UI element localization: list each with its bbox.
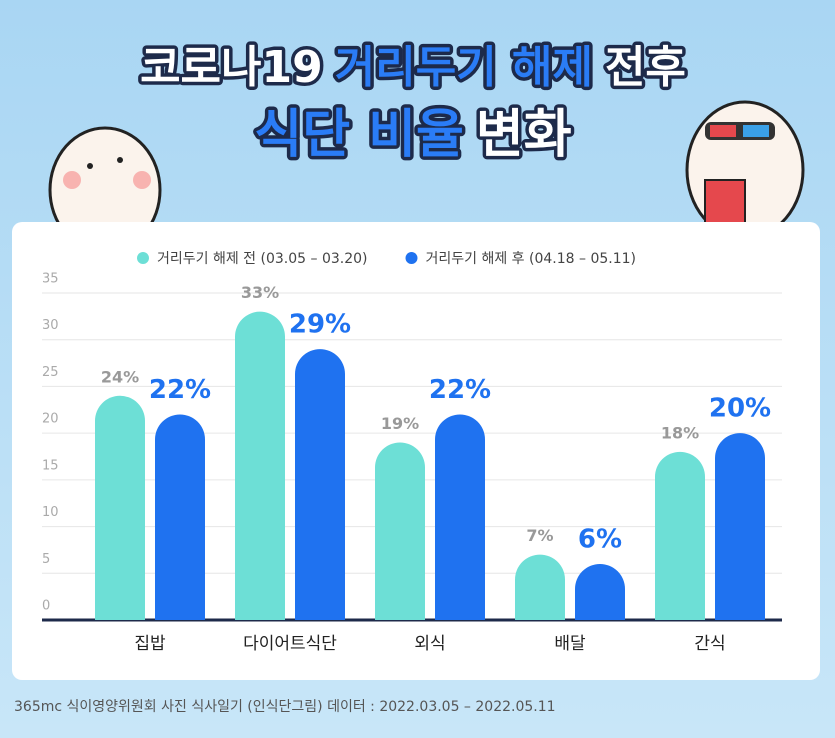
value-label: 22% [149,375,211,405]
character-left [48,126,162,254]
bar [155,414,205,620]
legend-marker [137,252,149,264]
value-label: 6% [578,524,622,554]
legend-label: 거리두기 해제 전 (03.05 – 03.20) [157,251,368,267]
title-segment: 전후 [605,42,686,93]
x-tick-label: 간식 [694,634,725,654]
legend-label: 거리두기 해제 후 (04.18 – 05.11) [426,251,637,267]
y-tick-label: 35 [42,272,59,287]
y-tick-label: 15 [42,458,59,473]
y-tick-label: 25 [42,365,59,380]
y-tick-label: 20 [42,412,59,427]
value-label: 7% [526,526,553,545]
bar [515,554,565,620]
bar [295,349,345,620]
value-label: 29% [289,310,351,340]
value-label: 18% [661,423,699,442]
value-label: 33% [241,283,279,302]
y-tick-label: 0 [42,599,50,614]
title-segment: 코로나19 [140,42,323,93]
x-tick-label: 외식 [414,634,445,654]
bar [235,311,285,620]
legend-marker [405,252,418,264]
bar [655,451,705,620]
value-label: 22% [429,375,491,405]
x-tick-label: 다이어트식단 [243,634,337,654]
bar [715,433,765,620]
value-label: 24% [101,367,139,386]
x-tick-label: 배달 [554,634,586,654]
bar [95,395,145,620]
value-label: 20% [709,394,771,424]
character-right [685,100,805,240]
title-segment: 식단 비율 [254,105,463,165]
bar [435,414,485,620]
source-note: 365mc 식이영양위원회 사진 식사일기 (인식단그림) 데이터 : 2022… [14,699,556,715]
value-label: 19% [381,414,419,433]
x-tick-label: 집밥 [134,634,166,654]
bar [375,442,425,620]
chart-title: 식단 비율 변화 [254,105,571,165]
bar [575,563,625,620]
y-tick-label: 30 [42,318,59,333]
title-segment: 변화 [476,105,572,165]
chart-title: 코로나19 거리두기 해제 전후 [140,42,686,93]
y-tick-label: 5 [42,552,50,567]
y-tick-label: 10 [42,505,59,520]
title-segment: 거리두기 해제 [335,42,593,93]
